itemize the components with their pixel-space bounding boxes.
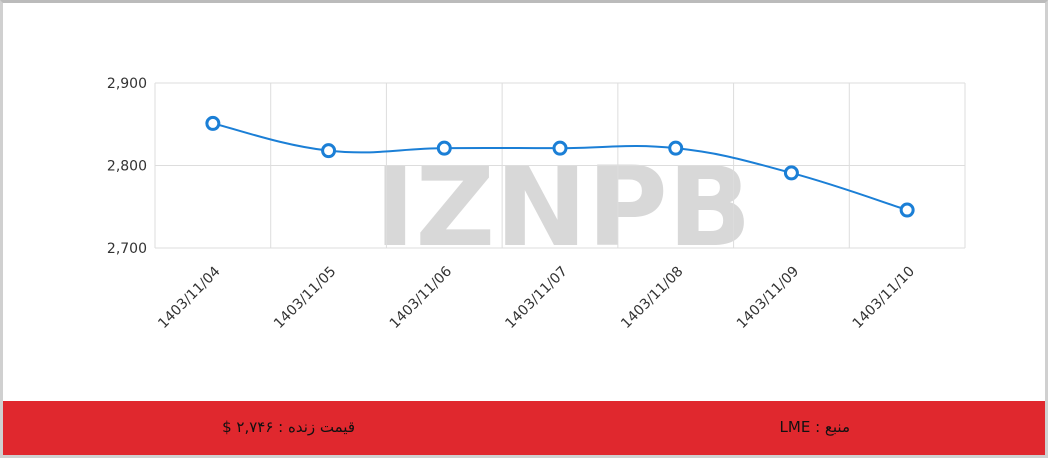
point: [899, 202, 915, 218]
point: [436, 140, 452, 156]
x-tick-label: 1403/11/07: [502, 264, 570, 332]
y-tick-label: 2,900: [107, 76, 147, 92]
x-tick-label: 1403/11/06: [387, 263, 455, 331]
point: [205, 115, 221, 131]
x-tick-label: 1403/11/05: [271, 264, 339, 332]
point: [552, 140, 568, 156]
chart: IZNPB 2,700 2,800 2,900 1403/11/04 1403/11/0…: [107, 76, 966, 332]
point: [668, 140, 684, 156]
point: [783, 165, 799, 181]
x-tick-label: 1403/11/09: [734, 264, 802, 332]
x-tick-label: 1403/11/08: [618, 264, 686, 332]
x-tick-label: 1403/11/04: [155, 263, 223, 331]
x-tick-label: 1403/11/10: [850, 264, 918, 332]
source: منبع : LME: [779, 418, 850, 436]
watermark: IZNPB: [374, 143, 751, 271]
live-price: قیمت زنده : ۲,۷۴۶ $: [222, 418, 355, 436]
y-tick-label: 2,800: [107, 159, 147, 175]
footer-bar: منبع : LME قیمت زنده : ۲,۷۴۶ $: [3, 401, 1045, 455]
point: [321, 143, 337, 159]
y-tick-label: 2,700: [107, 241, 147, 257]
